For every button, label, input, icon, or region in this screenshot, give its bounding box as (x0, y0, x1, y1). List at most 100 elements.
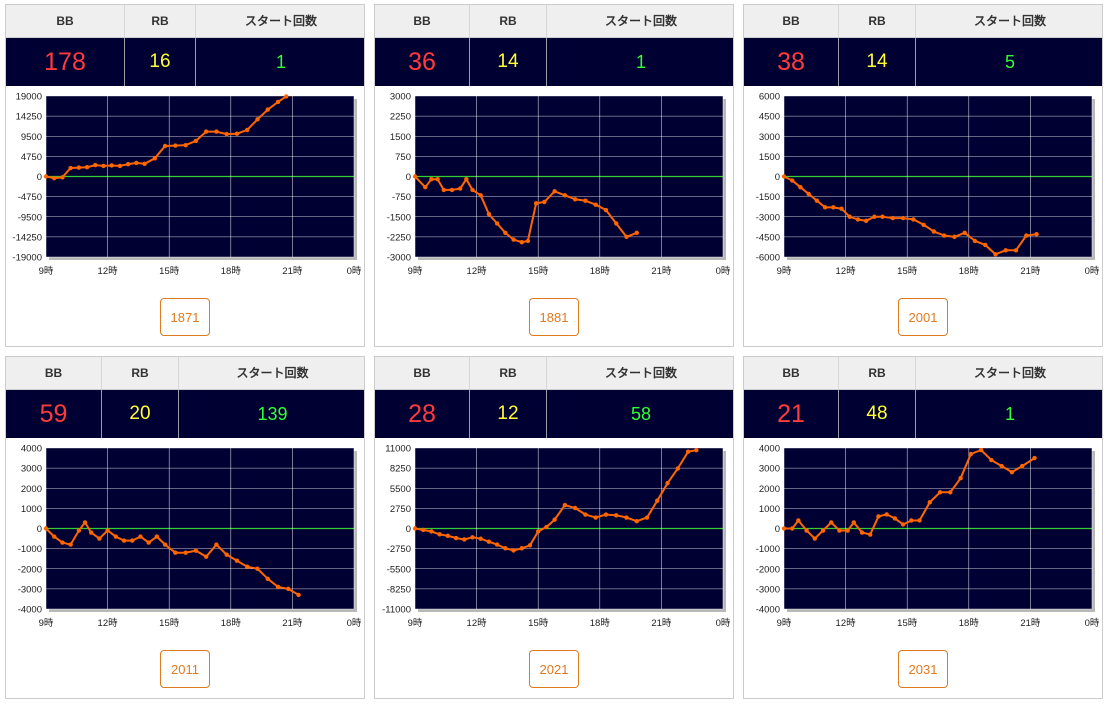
y-tick-label: -3000 (387, 253, 411, 264)
x-tick-label: 0時 (716, 266, 731, 277)
series-point (245, 564, 250, 569)
y-tick-label: 9500 (21, 132, 42, 143)
machine-number-button[interactable]: 2001 (898, 298, 948, 336)
header-rb: RB (470, 5, 547, 37)
x-tick-label: 12時 (98, 266, 119, 277)
machine-number-button[interactable]: 2021 (529, 650, 579, 688)
series-point (511, 237, 516, 242)
rb-count: 14 (470, 38, 547, 86)
y-tick-label: 4000 (21, 445, 42, 455)
series-point (286, 586, 291, 592)
series-point (847, 214, 852, 219)
header-bb: BB (375, 5, 470, 37)
series-point (634, 230, 639, 236)
x-tick-label: 21時 (651, 618, 672, 629)
x-tick-label: 21時 (1020, 618, 1041, 629)
series-point (593, 515, 598, 520)
series-point (900, 215, 906, 221)
series-point (275, 584, 281, 590)
series-point (603, 512, 609, 517)
series-point (917, 518, 922, 523)
series-point (441, 187, 446, 193)
series-point (781, 174, 787, 179)
series-point (43, 526, 49, 531)
series-point (624, 234, 629, 240)
machine-number-button[interactable]: 1871 (160, 298, 210, 336)
series-point (798, 185, 803, 190)
series-point (275, 99, 281, 105)
stats-header-row: BB RB スタート回数 (6, 357, 364, 390)
y-tick-label: -2750 (387, 544, 411, 555)
series-point (429, 529, 434, 534)
stats-value-row: 28 12 58 (375, 390, 733, 438)
stats-header-row: BB RB スタート回数 (375, 357, 733, 390)
series-point (790, 178, 795, 183)
series-point (952, 234, 957, 240)
series-point (464, 176, 469, 182)
series-point (892, 516, 898, 521)
y-tick-label: 750 (395, 152, 411, 163)
machine-card: BB RB スタート回数 59 20 139 4000 3000 2000 1000 0 -1000 -… (5, 356, 365, 699)
series-point (993, 252, 998, 257)
stats-value-row: 36 14 1 (375, 38, 733, 86)
series-point (435, 176, 440, 182)
y-tick-label: -2000 (756, 564, 780, 575)
series-point (845, 528, 850, 533)
bb-count: 38 (744, 38, 839, 86)
stats-header-row: BB RB スタート回数 (375, 5, 733, 38)
x-tick-label: 12時 (836, 618, 857, 629)
series-point (983, 242, 988, 248)
series-point (60, 175, 65, 180)
series-point (462, 537, 467, 542)
x-tick-label: 15時 (159, 618, 180, 629)
series-point (525, 238, 531, 244)
slump-graph: 6000 4500 3000 1500 0 -1500 -3000 -4500 -6000 9時 1… (756, 93, 1100, 277)
series-point (1019, 463, 1025, 469)
machine-number-button[interactable]: 2031 (898, 650, 948, 688)
series-point (790, 526, 795, 531)
series-point (536, 529, 541, 534)
slump-graph: 4000 3000 2000 1000 0 -1000 -2000 -3000 -4000 9時 1… (18, 445, 362, 629)
y-tick-label: 0 (37, 524, 42, 535)
y-tick-label: -8250 (387, 584, 411, 595)
series-point (859, 530, 865, 535)
y-tick-label: -3000 (18, 584, 42, 595)
machine-number-button[interactable]: 1881 (529, 298, 579, 336)
rb-count: 14 (839, 38, 916, 86)
series-point (76, 528, 82, 533)
series-point (822, 205, 828, 210)
machine-number-button[interactable]: 2011 (160, 650, 210, 688)
series-point (542, 199, 547, 205)
header-bb: BB (6, 5, 125, 37)
series-point (486, 539, 492, 544)
series-point (138, 534, 143, 539)
series-point (804, 528, 809, 533)
start-count: 58 (630, 404, 652, 424)
machine-card: BB RB スタート回数 36 14 1 3000 2250 1500 750 0 -750 -1500… (374, 4, 734, 347)
series-point (958, 475, 963, 481)
series-point (863, 218, 869, 223)
series-point (519, 546, 524, 551)
series-point (173, 143, 178, 148)
y-tick-label: 1500 (390, 132, 411, 143)
x-tick-label: 9時 (408, 266, 423, 277)
series-point (412, 174, 418, 179)
y-tick-label: -2250 (387, 232, 411, 243)
y-tick-label: 8250 (390, 464, 411, 475)
y-tick-label: 3000 (759, 464, 780, 475)
series-point (162, 542, 168, 547)
series-point (486, 211, 492, 217)
series-point (84, 164, 90, 170)
y-tick-label: 0 (775, 524, 780, 535)
x-tick-label: 18時 (221, 618, 242, 629)
x-tick-label: 21時 (282, 266, 303, 277)
series-point (457, 186, 463, 191)
y-tick-label: 3000 (759, 132, 780, 143)
y-tick-label: -1000 (18, 544, 42, 555)
y-tick-label: 6000 (759, 93, 780, 103)
series-point (265, 107, 270, 112)
series-point (884, 512, 889, 517)
series-point (851, 520, 857, 525)
header-rb: RB (125, 5, 196, 37)
series-point (183, 550, 188, 555)
